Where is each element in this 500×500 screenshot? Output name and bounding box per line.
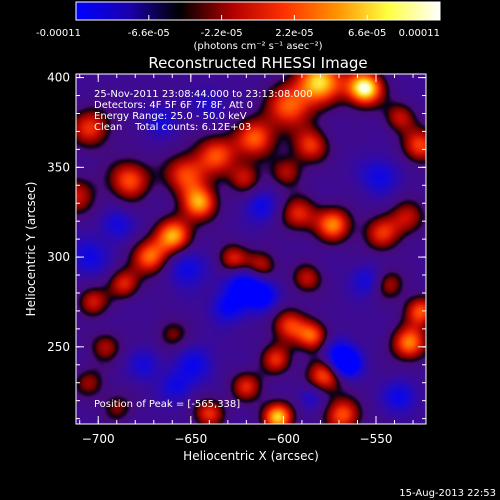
- time-range-text: 25-Nov-2011 23:08:44.000 to 23:13:08.000: [94, 89, 313, 100]
- colorbar-tick-label: 2.2e-05: [275, 28, 313, 39]
- y-tick-label: 350: [47, 160, 70, 174]
- colorbar: -0.00011 -6.6e-05 -2.2e-05 2.2e-05 6.6e-05 0.…: [36, 1, 441, 52]
- colorbar-tick-label: -6.6e-05: [128, 28, 170, 39]
- x-tick-label: −600: [267, 432, 300, 446]
- peak-position-text: Position of Peak = [-565,338]: [94, 399, 240, 410]
- energy-range-text: Energy Range: 25.0 - 50.0 keV: [94, 111, 247, 122]
- colorbar-strip: [75, 1, 441, 21]
- detectors-text: Detectors: 4F 5F 6F 7F 8F, Att 0: [94, 100, 253, 111]
- y-tick-label: 300: [47, 250, 70, 264]
- heatmap-image: [76, 74, 426, 424]
- y-tick-label: 250: [47, 340, 70, 354]
- y-axis: 250 300 350 400: [47, 71, 426, 420]
- y-axis-label: Heliocentric Y (arcsec): [24, 182, 38, 317]
- x-axis-label: Heliocentric X (arcsec): [183, 449, 319, 463]
- colorbar-tick-label: 6.6e-05: [348, 28, 386, 39]
- x-tick-label: −550: [360, 432, 393, 446]
- colorbar-units-label: (photons cm⁻² s⁻¹ asec⁻²): [193, 41, 322, 52]
- colorbar-tick-label: -2.2e-05: [201, 28, 243, 39]
- annotations: 25-Nov-2011 23:08:44.000 to 23:13:08.000…: [94, 89, 313, 410]
- footer-timestamp: 15-Aug-2013 22:53: [399, 488, 496, 499]
- x-tick-label: −700: [82, 432, 115, 446]
- colorbar-tick-label: -0.00011: [36, 28, 81, 39]
- plot-frame: [75, 73, 427, 425]
- chart-title: Reconstructed RHESSI Image: [148, 54, 367, 72]
- clean-total-counts-text: Clean Total counts: 6.12E+03: [94, 122, 251, 133]
- y-tick-label: 400: [47, 71, 70, 85]
- colorbar-ticks: -0.00011 -6.6e-05 -2.2e-05 2.2e-05 6.6e-05 0.…: [36, 15, 441, 39]
- colorbar-tick-label: 0.00011: [399, 28, 440, 39]
- x-axis: −700 −650 −600 −550: [79, 74, 414, 446]
- x-tick-label: −650: [174, 432, 207, 446]
